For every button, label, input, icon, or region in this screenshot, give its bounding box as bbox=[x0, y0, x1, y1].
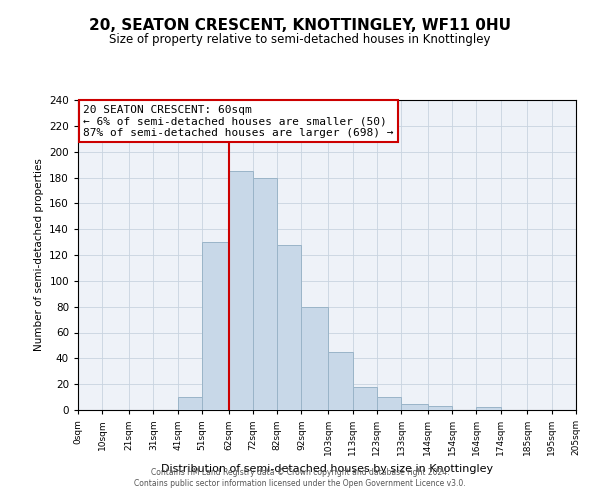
Bar bbox=[353, 387, 377, 410]
Bar bbox=[202, 242, 229, 410]
X-axis label: Distribution of semi-detached houses by size in Knottingley: Distribution of semi-detached houses by … bbox=[161, 464, 493, 473]
Bar bbox=[328, 352, 353, 410]
Bar bbox=[401, 404, 428, 410]
Bar bbox=[301, 306, 328, 410]
Bar bbox=[476, 408, 500, 410]
Text: Contains HM Land Registry data © Crown copyright and database right 2024.
Contai: Contains HM Land Registry data © Crown c… bbox=[134, 468, 466, 487]
Bar bbox=[178, 397, 202, 410]
Bar bbox=[377, 397, 401, 410]
Bar bbox=[428, 406, 452, 410]
Text: 20 SEATON CRESCENT: 60sqm
← 6% of semi-detached houses are smaller (50)
87% of s: 20 SEATON CRESCENT: 60sqm ← 6% of semi-d… bbox=[83, 104, 394, 138]
Bar bbox=[253, 178, 277, 410]
Bar bbox=[277, 244, 301, 410]
Text: 20, SEATON CRESCENT, KNOTTINGLEY, WF11 0HU: 20, SEATON CRESCENT, KNOTTINGLEY, WF11 0… bbox=[89, 18, 511, 32]
Text: Size of property relative to semi-detached houses in Knottingley: Size of property relative to semi-detach… bbox=[109, 32, 491, 46]
Y-axis label: Number of semi-detached properties: Number of semi-detached properties bbox=[34, 158, 44, 352]
Bar bbox=[229, 171, 253, 410]
